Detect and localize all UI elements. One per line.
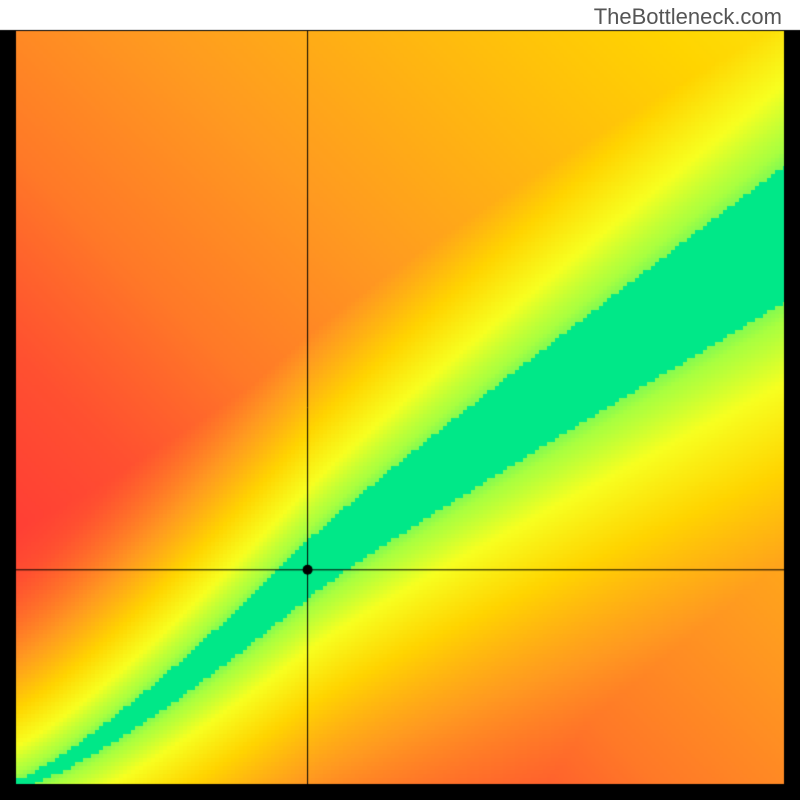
bottleneck-heatmap — [0, 0, 800, 800]
watermark-text: TheBottleneck.com — [594, 4, 782, 30]
